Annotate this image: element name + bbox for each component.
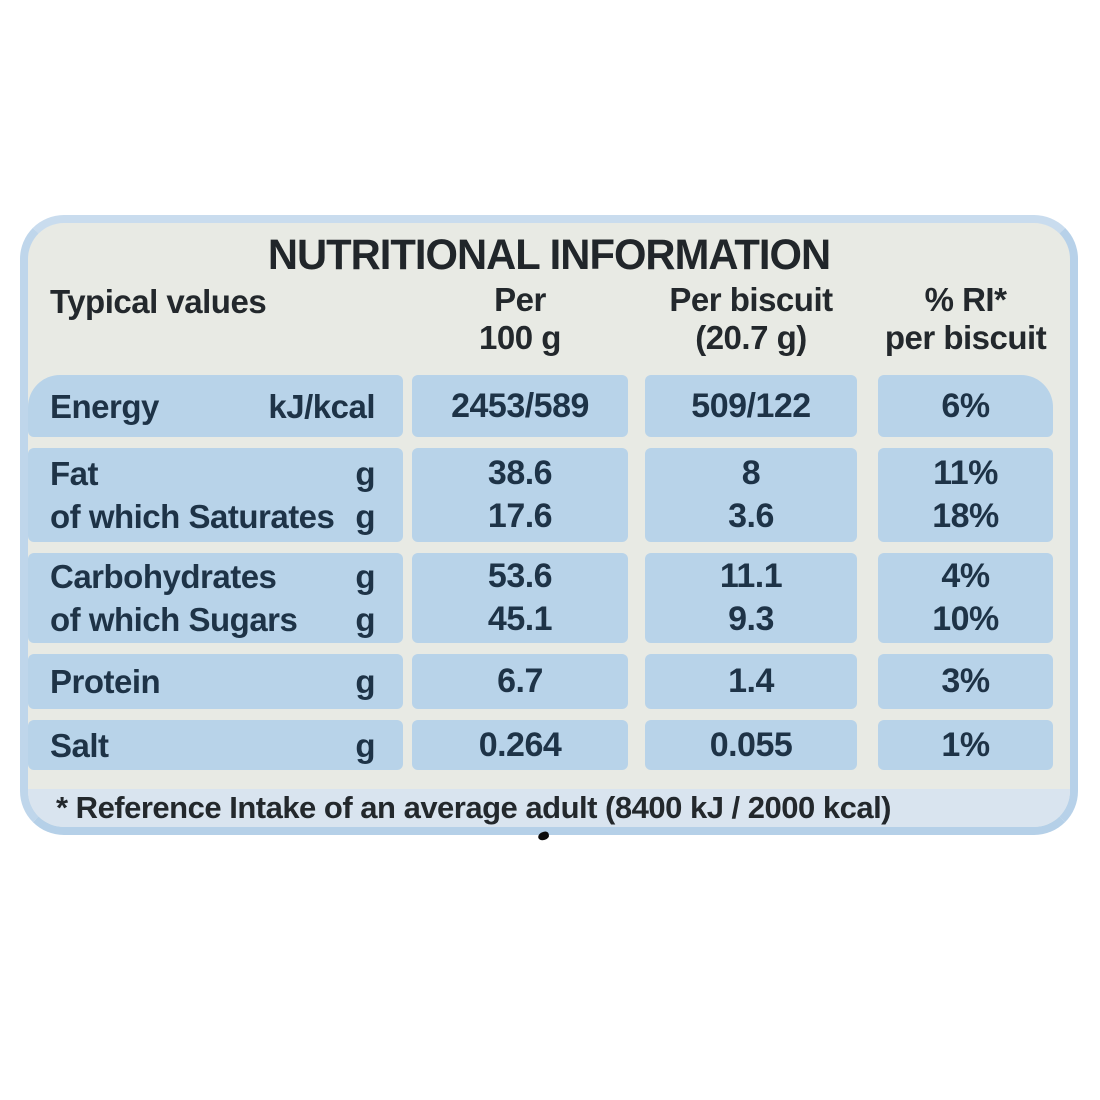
value-per-100g: 0.264 (478, 725, 562, 764)
table-header: Typical values Per 100 g Per biscuit (20… (28, 281, 1070, 361)
table-row-fat: Fat g of which Saturates g 38.6 17.6 8 3… (28, 448, 1070, 542)
row-unit: g (355, 455, 375, 492)
value-per-biscuit: 509/122 (691, 386, 811, 425)
value-per-100g: 45.1 (487, 600, 553, 638)
value-percent-ri: 4% (941, 557, 990, 595)
row-label: Salt (50, 726, 109, 764)
table-row-salt: Salt g 0.264 0.055 1% (28, 720, 1070, 770)
header-per-biscuit: Per biscuit (20.7 g) (645, 281, 857, 361)
row-unit: g (355, 726, 375, 764)
row-unit: g (355, 498, 375, 535)
row-unit: kJ/kcal (268, 387, 375, 425)
row-label: of which Sugars (50, 601, 298, 638)
header-percent-ri-line1: % RI* (924, 281, 1007, 318)
row-unit: g (355, 663, 375, 700)
value-per-100g: 6.7 (497, 662, 543, 700)
header-per-100g-line1: Per (494, 281, 546, 318)
row-label: Energy (50, 387, 159, 425)
header-per-100g: Per 100 g (412, 281, 628, 361)
header-per-100g-line2: 100 g (479, 319, 561, 356)
row-unit: g (355, 601, 375, 638)
row-label: Protein (50, 663, 161, 700)
footnote-text: * Reference Intake of an average adult (… (56, 790, 892, 825)
value-per-biscuit: 11.1 (719, 557, 783, 595)
header-percent-ri: % RI* per biscuit (878, 281, 1053, 361)
value-per-100g: 2453/589 (451, 386, 589, 425)
value-per-biscuit: 3.6 (728, 497, 774, 535)
value-percent-ri: 10% (932, 600, 999, 638)
value-per-biscuit: 9.3 (728, 600, 774, 638)
table-body: Energy kJ/kcal 2453/589 509/122 6% Fa (28, 375, 1070, 781)
value-percent-ri: 1% (941, 725, 990, 764)
header-typical-values: Typical values (50, 283, 267, 320)
table-row-energy: Energy kJ/kcal 2453/589 509/122 6% (28, 375, 1070, 437)
header-percent-ri-line2: per biscuit (884, 319, 1047, 356)
value-per-100g: 53.6 (487, 557, 553, 595)
value-percent-ri: 6% (941, 386, 990, 425)
header-per-biscuit-line2: (20.7 g) (695, 319, 807, 356)
value-per-biscuit: 1.4 (728, 662, 774, 700)
row-label: Carbohydrates (50, 558, 277, 595)
nutrition-label: NUTRITIONAL INFORMATION Typical values P… (20, 215, 1078, 835)
label-title: NUTRITIONAL INFORMATION (267, 231, 831, 279)
value-per-100g: 38.6 (487, 454, 553, 492)
value-percent-ri: 3% (941, 662, 990, 700)
table-row-protein: Protein g 6.7 1.4 3% (28, 654, 1070, 709)
header-per-biscuit-line1: Per biscuit (669, 281, 833, 318)
value-percent-ri: 18% (932, 497, 999, 535)
reference-intake-footnote: * Reference Intake of an average adult (… (28, 789, 1070, 827)
value-per-biscuit: 8 (741, 454, 761, 492)
row-label: of which Saturates (50, 498, 335, 535)
value-percent-ri: 11% (933, 454, 998, 492)
row-unit: g (355, 558, 375, 595)
value-per-biscuit: 0.055 (709, 725, 793, 764)
row-label: Fat (50, 455, 99, 492)
table-row-carbohydrates: Carbohydrates g of which Sugars g 53.6 4… (28, 553, 1070, 643)
value-per-100g: 17.6 (487, 497, 553, 535)
